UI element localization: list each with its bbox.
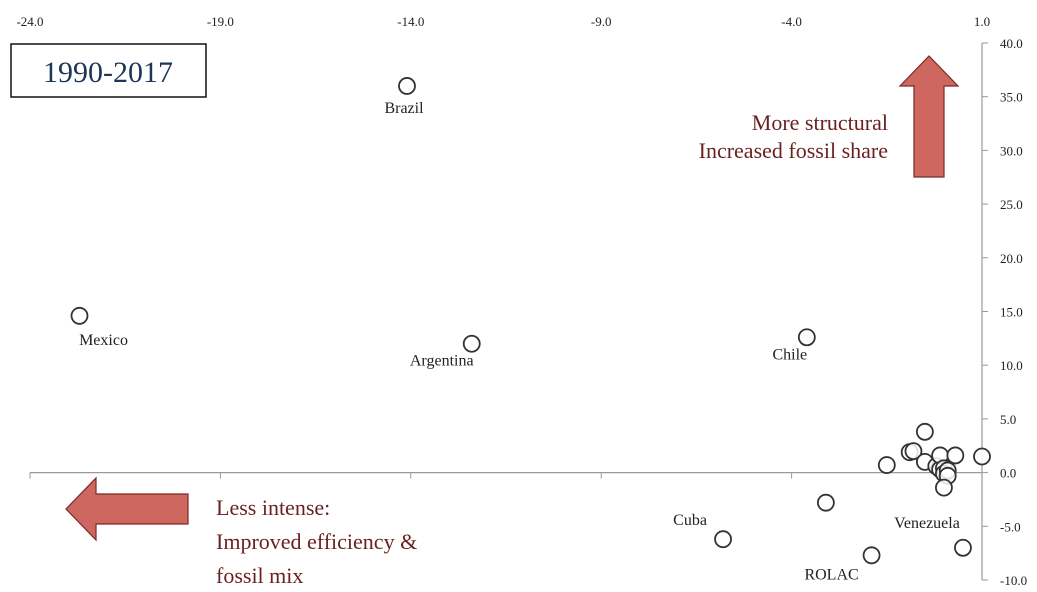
data-point [398, 77, 416, 95]
y-tick-label: 10.0 [1000, 358, 1023, 373]
y-tick-label: 0.0 [1000, 466, 1016, 481]
x-tick-label: -19.0 [207, 14, 234, 29]
point-label: Mexico [79, 332, 128, 349]
data-point [935, 478, 953, 497]
data-point [862, 546, 881, 565]
y-tick-label: 30.0 [1000, 143, 1023, 158]
up-arrow [898, 55, 960, 178]
data-point [816, 493, 835, 512]
x-tick-label: -4.0 [781, 14, 802, 29]
point-label: Cuba [673, 512, 707, 529]
data-points [70, 77, 991, 565]
x-tick-label: -24.0 [16, 14, 43, 29]
x-tick-label: 1.0 [974, 14, 990, 29]
chart-title-box: 1990-2017 [10, 43, 207, 98]
annotation-bottom-left-line-2: Improved efficiency & [216, 529, 417, 554]
point-label: Venezuela [894, 515, 960, 532]
x-tick-label: -9.0 [591, 14, 612, 29]
data-point [797, 328, 816, 347]
annotation-top-right-line-2: Increased fossil share [699, 138, 888, 163]
data-point [973, 447, 991, 466]
y-tick-label: 5.0 [1000, 412, 1016, 427]
y-tick-label: -10.0 [1000, 573, 1027, 588]
y-tick-label: 35.0 [1000, 90, 1023, 105]
data-point [70, 306, 89, 325]
data-point [954, 538, 972, 557]
axes: -24.0 -19.0 -14.0 -9.0 -4.0 1.0 40.0 35.0 30.0 25… [16, 14, 1027, 588]
point-labels: Brazil Mexico Argentina Chile Cuba ROLAC Venez… [79, 100, 960, 583]
y-tick-label: 40.0 [1000, 36, 1023, 51]
y-tick-label: 25.0 [1000, 197, 1023, 212]
annotation-top-right-line-1: More structural [752, 110, 888, 135]
x-tick-label: -14.0 [397, 14, 424, 29]
chart-title: 1990-2017 [43, 56, 173, 89]
y-tick-label: 15.0 [1000, 305, 1023, 320]
point-label: Brazil [384, 100, 424, 117]
data-point [904, 442, 923, 461]
data-point [915, 422, 934, 441]
data-point [946, 446, 965, 465]
y-tick-label: -5.0 [1000, 519, 1021, 534]
point-label: Chile [772, 346, 807, 363]
data-point [462, 334, 481, 353]
data-point [714, 530, 732, 549]
annotation-bottom-left-line-3: fossil mix [216, 563, 303, 588]
left-arrow [65, 476, 189, 542]
annotation-bottom-left-line-1: Less intense: [216, 495, 330, 520]
point-label: ROLAC [804, 566, 858, 583]
y-tick-label: 20.0 [1000, 251, 1023, 266]
data-point [877, 456, 896, 474]
title-frame [10, 43, 207, 98]
point-label: Argentina [410, 353, 474, 370]
